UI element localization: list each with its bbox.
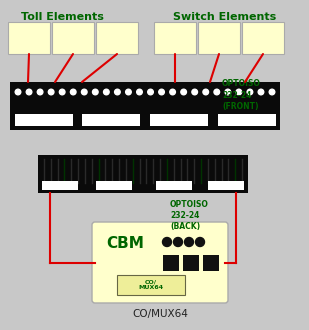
Text: CO/
MUX64: CO/ MUX64 xyxy=(138,280,163,290)
Text: CBM: CBM xyxy=(106,236,144,250)
Circle shape xyxy=(104,89,109,95)
Circle shape xyxy=(203,89,209,95)
Circle shape xyxy=(82,89,87,95)
Circle shape xyxy=(225,89,231,95)
Circle shape xyxy=(92,89,98,95)
Bar xyxy=(203,255,219,271)
Bar xyxy=(163,255,179,271)
FancyBboxPatch shape xyxy=(92,222,228,303)
Bar xyxy=(52,22,94,54)
Bar xyxy=(15,114,73,126)
Circle shape xyxy=(159,89,164,95)
Circle shape xyxy=(184,238,193,247)
Bar xyxy=(38,155,248,193)
Bar xyxy=(154,22,196,54)
Bar xyxy=(198,22,240,54)
Bar xyxy=(156,181,192,190)
Text: OPTOISO
232-24
(FRONT): OPTOISO 232-24 (FRONT) xyxy=(222,80,261,111)
Text: Switch Elements: Switch Elements xyxy=(173,12,277,22)
Bar xyxy=(218,114,276,126)
Circle shape xyxy=(192,89,197,95)
Text: Toll Elements: Toll Elements xyxy=(21,12,104,22)
Text: CO/MUX64: CO/MUX64 xyxy=(132,309,188,319)
Circle shape xyxy=(137,89,142,95)
Circle shape xyxy=(269,89,275,95)
Circle shape xyxy=(258,89,264,95)
Bar xyxy=(42,181,78,190)
Bar xyxy=(82,114,140,126)
Bar xyxy=(242,22,284,54)
Bar xyxy=(208,181,244,190)
Bar xyxy=(117,275,185,295)
Circle shape xyxy=(115,89,120,95)
Bar xyxy=(96,181,132,190)
Text: OPTOISO
232-24
(BACK): OPTOISO 232-24 (BACK) xyxy=(170,200,209,231)
Circle shape xyxy=(59,89,65,95)
Bar xyxy=(8,22,50,54)
Circle shape xyxy=(48,89,54,95)
Bar xyxy=(96,22,138,54)
Circle shape xyxy=(173,238,183,247)
Circle shape xyxy=(196,238,205,247)
Circle shape xyxy=(181,89,186,95)
Bar xyxy=(10,82,280,130)
Circle shape xyxy=(37,89,43,95)
Circle shape xyxy=(70,89,76,95)
Circle shape xyxy=(170,89,176,95)
Circle shape xyxy=(247,89,253,95)
Circle shape xyxy=(163,238,171,247)
Bar xyxy=(150,114,208,126)
Circle shape xyxy=(26,89,32,95)
Bar xyxy=(183,255,199,271)
Circle shape xyxy=(236,89,242,95)
Circle shape xyxy=(15,89,21,95)
Circle shape xyxy=(148,89,153,95)
Circle shape xyxy=(214,89,220,95)
Circle shape xyxy=(126,89,131,95)
